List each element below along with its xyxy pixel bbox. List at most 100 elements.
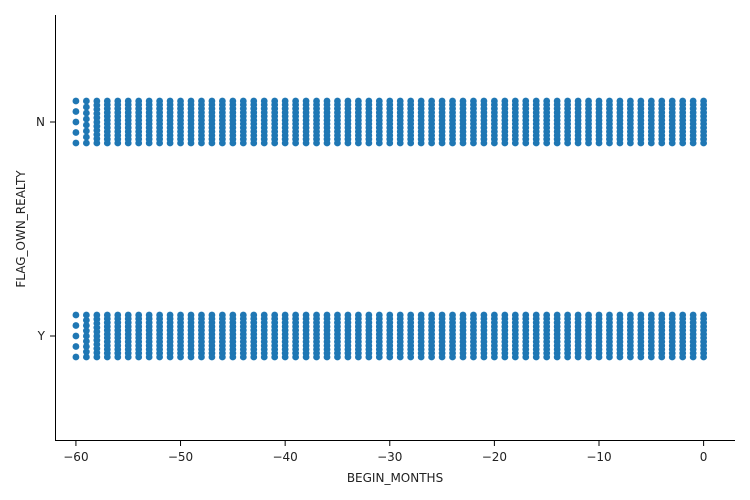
data-point [292,353,300,361]
point-stack-Y--32 [365,311,373,361]
data-point [532,139,540,147]
point-stack-Y--20 [490,311,498,361]
data-point [407,139,415,147]
data-point [386,353,394,361]
point-stack-Y--44 [239,311,247,361]
data-point [689,139,697,147]
point-stack-N--16 [532,97,540,147]
point-stack-N--53 [145,97,153,147]
data-point [323,139,331,147]
data-point [156,139,164,147]
point-stack-N--19 [501,97,509,147]
point-stack-N--26 [428,97,436,147]
point-stack-N--59 [82,97,90,147]
data-point [72,322,80,329]
data-point [564,353,572,361]
point-stack-Y--10 [595,311,603,361]
point-stack-N--2 [679,97,687,147]
point-stack-Y--1 [689,311,697,361]
data-point [187,353,195,361]
point-stack-N--41 [271,97,279,147]
data-point [532,353,540,361]
data-point [271,139,279,147]
data-point [281,139,289,147]
data-point [72,139,80,147]
point-stack-N--8 [616,97,624,147]
data-point [354,353,362,361]
point-stack-N--23 [459,97,467,147]
point-stack-Y--21 [480,311,488,361]
data-point [208,139,216,147]
x-tick-label: −20 [482,450,507,464]
data-point [449,139,456,147]
data-point [72,353,80,361]
data-point [239,353,247,361]
data-point [82,332,90,340]
data-point [82,327,90,335]
point-stack-N--40 [281,97,289,147]
data-point [396,353,404,361]
data-point [480,353,488,361]
data-point [218,353,226,361]
point-stack-Y--35 [334,311,341,361]
data-point [668,353,676,361]
data-point [208,353,216,361]
point-stack-N--38 [302,97,310,147]
data-point [490,353,498,361]
data-point [637,139,645,147]
data-point [459,139,467,147]
data-point [428,139,436,147]
data-point [302,353,310,361]
data-point [124,139,132,147]
point-stack-N--32 [365,97,373,147]
data-point [365,139,373,147]
x-tick-label: −50 [168,450,193,464]
data-point [449,353,456,361]
data-point [166,353,174,361]
point-stack-N--4 [658,97,666,147]
point-stack-Y--27 [417,311,425,361]
point-stack-Y--37 [313,311,320,361]
point-stack-Y--6 [637,311,645,361]
point-stack-Y--4 [658,311,666,361]
x-ticks: −60 −50 −40 −30 −20 −10 0 [63,441,707,464]
data-point [82,133,90,141]
x-tick-label: −60 [63,450,88,464]
point-stack-Y--11 [585,311,592,361]
point-stack-N--60 [72,97,80,147]
point-stack-Y--7 [626,311,634,361]
data-point [522,353,530,361]
point-stack-N--35 [334,97,341,147]
point-stack-N--33 [354,97,362,147]
data-point [344,139,352,147]
data-point [459,353,467,361]
point-stack-Y--48 [198,311,205,361]
point-stack-Y--12 [574,311,582,361]
y-axis-label: FLAG_OWN_REALTY [14,170,28,288]
point-stack-Y--45 [229,311,237,361]
data-point [93,139,101,147]
point-stack-Y--56 [114,311,122,361]
point-stack-N--45 [229,97,237,147]
data-point [616,139,624,147]
point-stack-N--3 [668,97,676,147]
data-point [156,353,164,361]
data-point [72,129,80,136]
point-stack-N--29 [396,97,404,147]
point-stack-Y--58 [93,311,101,361]
point-stack-Y--31 [375,311,383,361]
point-stack-Y--36 [323,311,331,361]
point-stack-N--20 [490,97,498,147]
data-point [522,139,530,147]
data-point [438,353,446,361]
y-ticks: NY [36,115,55,343]
point-stack-N--31 [375,97,383,147]
point-stack-N--49 [187,97,195,147]
point-stack-Y--43 [250,311,258,361]
data-point [323,353,331,361]
data-point [574,353,582,361]
data-point [543,139,551,147]
point-stack-Y--13 [564,311,572,361]
point-stack-Y--51 [166,311,174,361]
